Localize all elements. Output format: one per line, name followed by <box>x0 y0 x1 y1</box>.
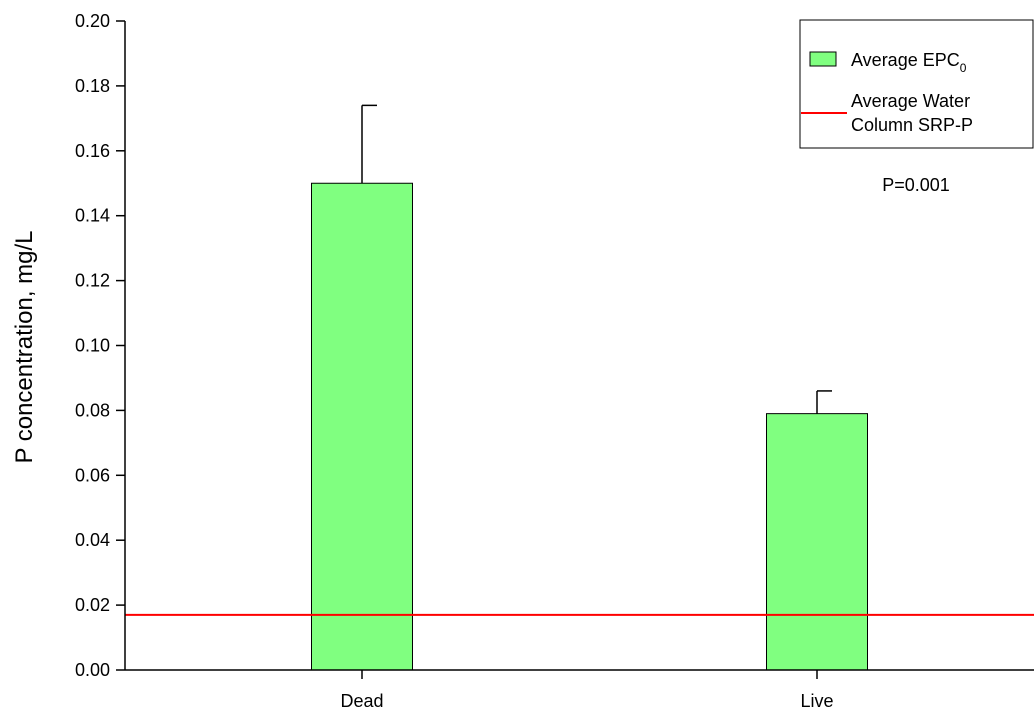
legend-swatch-epc <box>809 51 837 67</box>
bar-live <box>766 413 868 671</box>
legend-box <box>799 19 1034 149</box>
legend: Average EPC0 Average Water Column SRP-P <box>799 19 1034 149</box>
y-tick-label: 0.02 <box>75 595 110 615</box>
y-tick-label: 0.06 <box>75 465 110 485</box>
y-ticks-layer: 0.00 0.02 0.04 0.06 0.08 0.10 0.12 0.14 0.16 0.18… <box>75 11 125 680</box>
x-ticks-layer: Dead Live <box>340 670 834 711</box>
y-tick-label: 0.00 <box>75 660 110 680</box>
legend-label-epc-main: Average EPC <box>851 50 960 70</box>
y-tick-label: 0.04 <box>75 530 110 550</box>
y-axis-title: P concentration, mg/L <box>11 230 38 463</box>
legend-label-srp-line2: Column SRP-P <box>851 115 973 135</box>
x-tick-label-dead: Dead <box>340 691 383 711</box>
error-bars-layer <box>361 104 832 414</box>
y-tick-label: 0.14 <box>75 206 110 226</box>
y-tick-label: 0.18 <box>75 76 110 96</box>
y-tick-label: 0.10 <box>75 336 110 356</box>
legend-label-epc: Average EPC0 <box>851 50 967 75</box>
legend-label-epc-subscript: 0 <box>960 61 967 75</box>
y-tick-label: 0.08 <box>75 400 110 420</box>
x-tick-label-live: Live <box>800 691 833 711</box>
y-tick-label: 0.12 <box>75 271 110 291</box>
legend-label-srp-line1: Average Water <box>851 91 970 111</box>
bar-dead <box>311 182 413 671</box>
y-tick-label: 0.16 <box>75 141 110 161</box>
y-tick-label: 0.20 <box>75 11 110 31</box>
bars-layer <box>311 182 868 671</box>
p-value-annotation: P=0.001 <box>882 175 950 195</box>
